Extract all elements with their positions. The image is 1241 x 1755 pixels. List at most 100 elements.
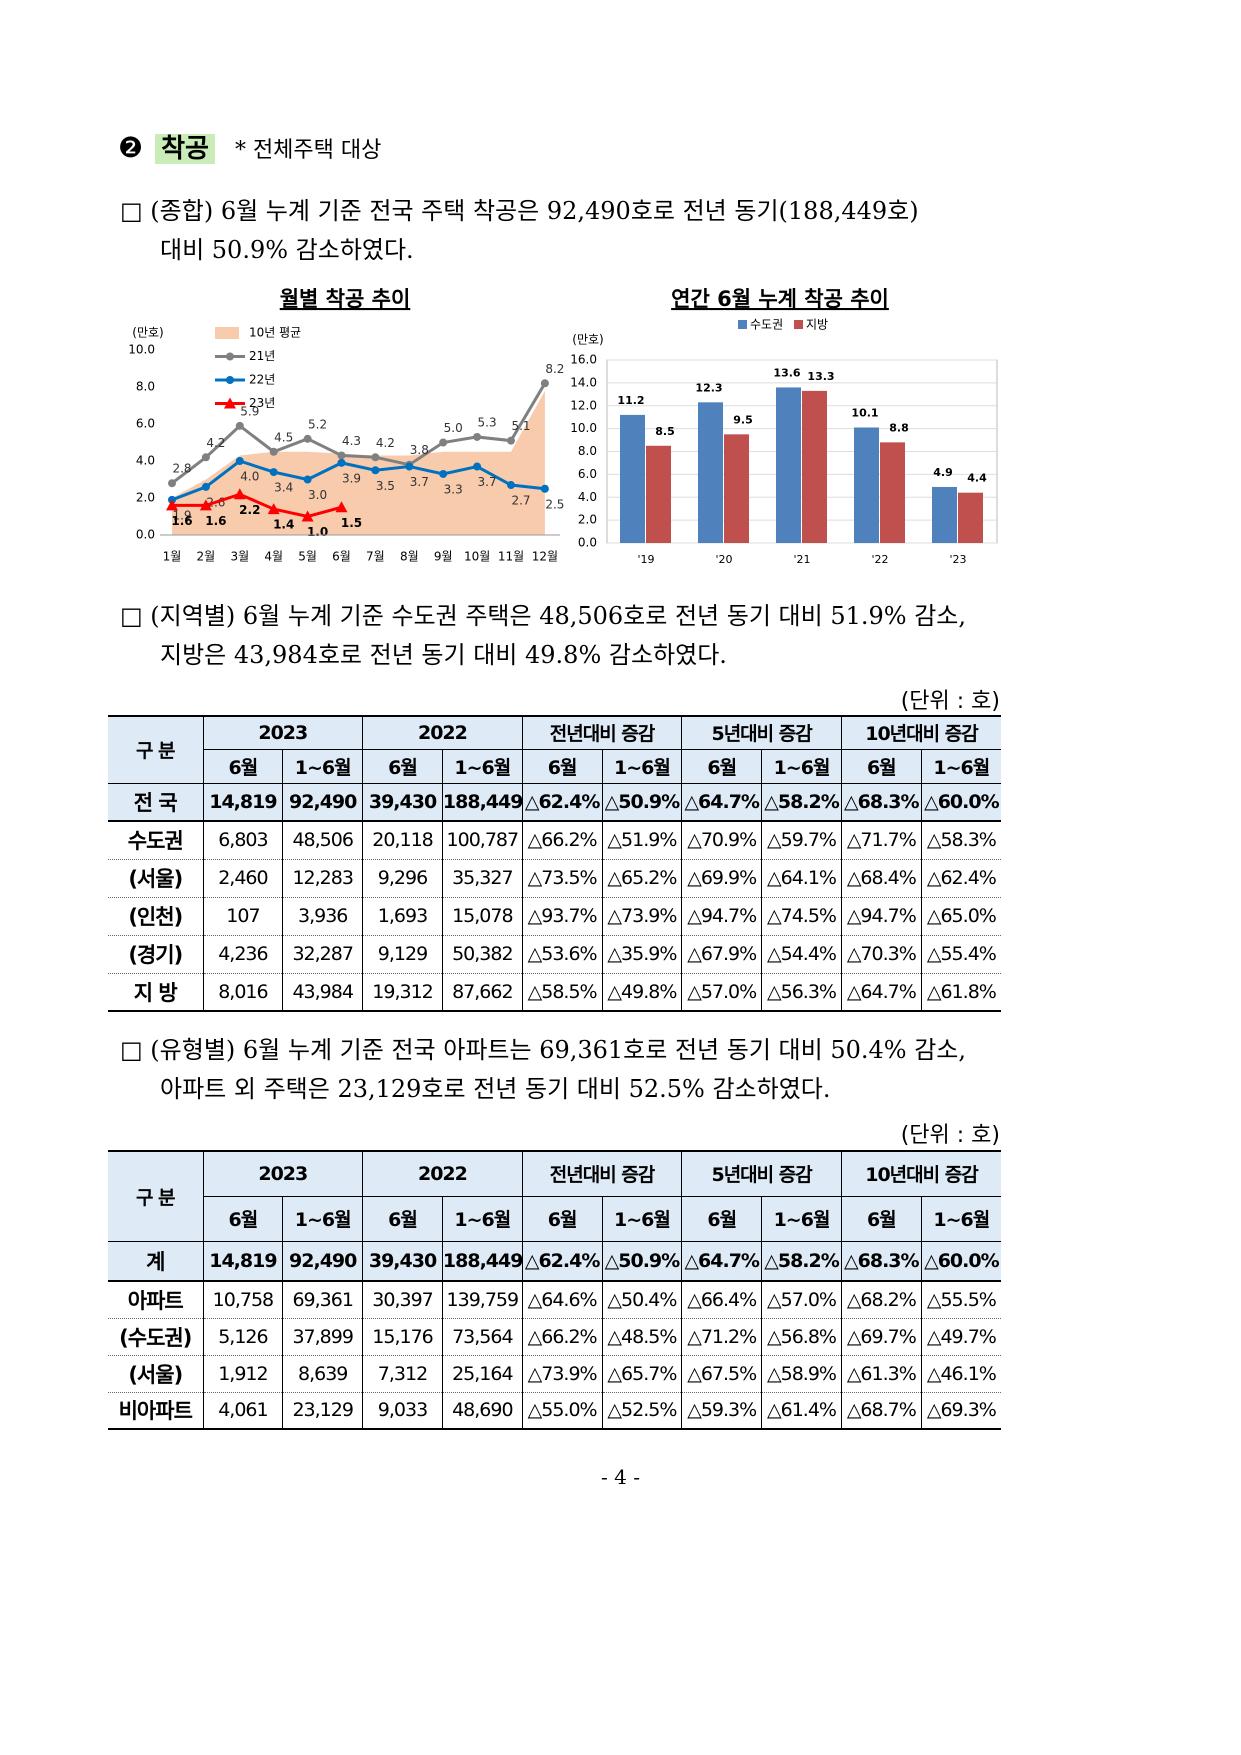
- point: [473, 462, 482, 471]
- cell: 73,564: [441, 1318, 523, 1356]
- cell: 1,693: [362, 897, 443, 936]
- cell: △58.2%: [761, 1241, 842, 1282]
- legend-label: 10년 평균: [249, 326, 301, 340]
- cell: △53.6%: [521, 935, 603, 974]
- data-label: 3.7: [410, 475, 429, 489]
- cell: 6,803: [202, 821, 284, 860]
- header-cell: 전년대비 증감: [521, 1150, 683, 1197]
- table-header: 구 분 2023 2022 전년대비 증감 5년대비 증감 10년대비 증감 6월 1~6월 6…: [108, 715, 1001, 784]
- cell: 4,236: [202, 935, 284, 974]
- header-cell: 1~6월: [601, 1196, 683, 1242]
- point: [199, 499, 212, 511]
- point: [371, 466, 380, 475]
- cell: 14,819: [202, 1241, 284, 1282]
- data-label: 1.9: [172, 508, 191, 522]
- row-label: (경기): [108, 935, 204, 974]
- header-cell: 구 분: [108, 715, 204, 784]
- cell: △71.2%: [681, 1318, 763, 1356]
- x-tick-label: 7월: [366, 550, 385, 564]
- x-tick-label: 4월: [264, 550, 283, 564]
- cell: △65.7%: [601, 1355, 683, 1393]
- header-cell: 구 분: [108, 1150, 204, 1242]
- y-tick-label: 8.0: [578, 444, 597, 458]
- cell: △35.9%: [601, 935, 683, 974]
- cell: △70.3%: [840, 935, 922, 974]
- legend-label: 수도권: [750, 318, 783, 332]
- y-tick-label: 4.0: [578, 490, 597, 504]
- header-cell: 6월: [681, 1196, 763, 1242]
- table-row: (인천) 107 3,936 1,693 15,078 △93.7% △73.9% △94.7…: [108, 897, 1001, 936]
- header-cell: 1~6월: [441, 1196, 523, 1242]
- point: [337, 458, 346, 467]
- cell: 39,430: [362, 1241, 443, 1282]
- cell: △55.5%: [920, 1281, 1001, 1319]
- line: □ (지역별) 6월 누계 기준 수도권 주택은 48,506호로 전년 동기 …: [120, 602, 966, 630]
- heading-number: ❷: [118, 131, 144, 164]
- data-label: 3.8: [410, 443, 429, 457]
- y-tick-label: 0.0: [578, 536, 597, 550]
- data-label: 4.9: [933, 466, 953, 479]
- data-label: 5.9: [240, 404, 259, 418]
- cell: △71.7%: [840, 821, 922, 860]
- cell: 19,312: [362, 973, 443, 1012]
- cell: △46.1%: [920, 1355, 1001, 1393]
- x-tick-label: 10월: [464, 550, 490, 564]
- data-label: 3.3: [444, 482, 463, 496]
- data-label: 1.4: [273, 518, 294, 532]
- line: □ (유형별) 6월 누계 기준 전국 아파트는 69,361호로 전년 동기 …: [120, 1036, 966, 1064]
- cell: 188,449: [441, 1241, 523, 1282]
- row-label: (서울): [108, 1355, 204, 1393]
- line: 아파트 외 주택은 23,129호로 전년 동기 대비 52.5% 감소하였다.: [160, 1075, 831, 1103]
- cell: 2,460: [202, 859, 284, 898]
- point: [235, 457, 244, 465]
- point: [371, 453, 380, 462]
- cell: 4,061: [202, 1392, 284, 1430]
- area: [172, 390, 545, 535]
- cell: △70.9%: [681, 821, 763, 860]
- header-cell: 6월: [840, 1196, 922, 1242]
- cell: △94.7%: [681, 897, 763, 936]
- y-tick-label: 2.0: [136, 491, 155, 505]
- cell: △49.7%: [920, 1318, 1001, 1356]
- cell: △67.5%: [681, 1355, 763, 1393]
- bar: [776, 387, 801, 543]
- page-number: - 4 -: [601, 1465, 640, 1489]
- x-tick-label: 6월: [332, 550, 351, 564]
- legend-swatch: [794, 320, 803, 329]
- y-tick-label: 2.0: [578, 513, 597, 527]
- point: [269, 468, 278, 477]
- cell: △61.8%: [920, 973, 1001, 1012]
- data-label: 4.3: [342, 434, 361, 448]
- point: [303, 434, 312, 443]
- paragraph: □ (유형별) 6월 누계 기준 전국 아파트는 69,361호로 전년 동기 …: [120, 1031, 966, 1109]
- cell: △55.0%: [521, 1392, 603, 1430]
- data-label: 3.4: [274, 481, 293, 495]
- data-label: 3.7: [478, 475, 497, 489]
- header-cell: 2022: [362, 1150, 523, 1197]
- y-tick-label: 8.0: [136, 380, 155, 394]
- x-tick-label: '21: [793, 553, 810, 566]
- row-label: (서울): [108, 859, 204, 898]
- line: 지방은 43,984호로 전년 동기 대비 49.8% 감소하였다.: [160, 641, 727, 669]
- cell: 32,287: [282, 935, 364, 974]
- cell: △64.7%: [681, 783, 763, 822]
- header-cell: 6월: [362, 1196, 443, 1242]
- cell: 37,899: [282, 1318, 364, 1356]
- x-tick-label: '20: [715, 553, 732, 566]
- cell: △58.9%: [761, 1355, 842, 1393]
- bar: [854, 427, 879, 543]
- data-label: 2.5: [545, 497, 564, 511]
- x-tick-label: 1월: [163, 550, 182, 564]
- header-cell: 1~6월: [282, 749, 364, 784]
- point: [235, 421, 244, 430]
- header-cell: 1~6월: [441, 749, 523, 784]
- data-label: 8.8: [889, 421, 909, 434]
- data-label: 4.2: [376, 436, 395, 450]
- data-label: 3.5: [376, 479, 395, 493]
- data-label: 2.8: [172, 462, 191, 476]
- legend-label: 21년: [249, 349, 275, 363]
- table-row: 비아파트 4,061 23,129 9,033 48,690 △55.0% △52.5% △5…: [108, 1392, 1001, 1430]
- data-label: 4.0: [240, 470, 259, 484]
- cell: △48.5%: [601, 1318, 683, 1356]
